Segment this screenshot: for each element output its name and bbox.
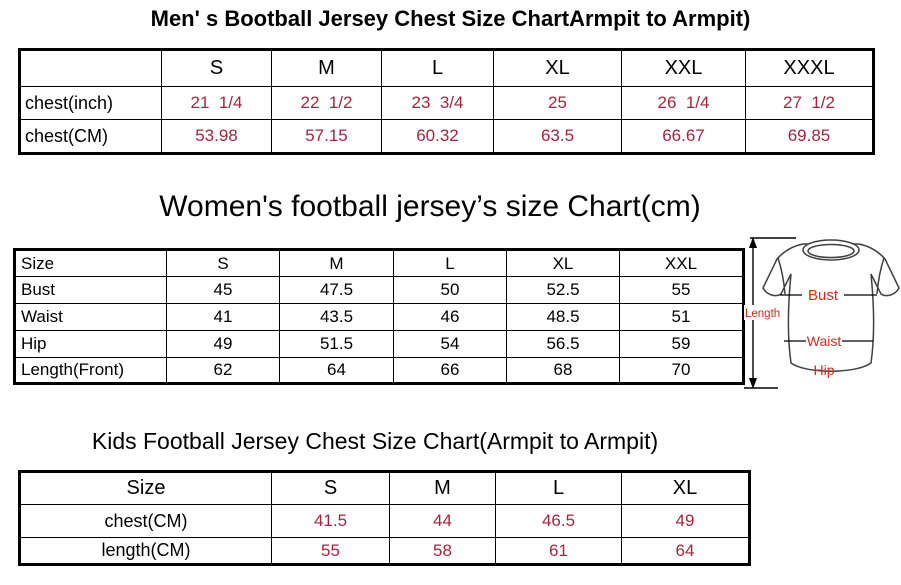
womens-header-row: Size S M L XL XXL (14, 249, 744, 277)
cell-value: 53.98 (161, 119, 272, 154)
cell-value: 27 1/2 (745, 86, 874, 120)
cell-value: 51 (619, 303, 744, 331)
collar-outer (802, 239, 860, 261)
womens-col-header-m: M (279, 249, 394, 277)
cell-value: 46 (393, 303, 507, 331)
kids-row-length-cm: length(CM) 55 58 61 64 (19, 537, 750, 565)
cell-value: 41.5 (271, 504, 390, 538)
hip-label: Hip (813, 362, 834, 378)
kids-col-header-m: M (389, 471, 496, 505)
kids-col-header-size: Size (19, 471, 272, 505)
row-label: Bust (14, 276, 167, 304)
cell-value: 45 (166, 276, 280, 304)
cell-value: 62 (166, 357, 280, 384)
kids-row-chest-cm: chest(CM) 41.5 44 46.5 49 (19, 504, 750, 538)
cell-value: 68 (506, 357, 620, 384)
kids-chart-title: Kids Football Jersey Chest Size Chart(Ar… (91, 428, 659, 454)
womens-col-header-size: Size (14, 249, 167, 277)
womens-col-header-s: S (166, 249, 280, 277)
cell-value: 49 (621, 504, 750, 538)
cell-value: 54 (393, 330, 507, 358)
cell-value: 55 (619, 276, 744, 304)
kids-header-row: Size S M L XL (19, 471, 750, 505)
womens-row-hip: Hip 49 51.5 54 56.5 59 (14, 330, 744, 358)
collar-inner (807, 243, 855, 259)
cell-value: 26 1/4 (621, 86, 746, 120)
mens-col-header-l: L (381, 49, 494, 87)
cell-value: 60.32 (381, 119, 494, 154)
arrowhead-down-icon (749, 378, 757, 389)
mens-col-header-m: M (271, 49, 382, 87)
cell-value: 66.67 (621, 119, 746, 154)
cell-value: 61 (495, 537, 622, 565)
cell-value: 21 1/4 (161, 86, 272, 120)
cell-value: 23 3/4 (381, 86, 494, 120)
womens-col-header-l: L (393, 249, 507, 277)
row-label: length(CM) (19, 537, 272, 565)
cell-value: 52.5 (506, 276, 620, 304)
mens-col-header-xxxl: XXXL (745, 49, 874, 87)
cell-value: 41 (166, 303, 280, 331)
womens-col-header-xl: XL (506, 249, 620, 277)
length-label-bg (744, 305, 784, 320)
tshirt-outline (762, 239, 900, 372)
row-label: chest(CM) (19, 504, 272, 538)
cell-value: 43.5 (279, 303, 394, 331)
womens-row-bust: Bust 45 47.5 50 52.5 55 (14, 276, 744, 304)
measurement-lines (780, 294, 877, 342)
sleeve-seam-right (876, 257, 885, 295)
womens-chart-title: Women's football jersey’s size Chart(cm) (159, 190, 701, 223)
cell-value: 49 (166, 330, 280, 358)
cell-value: 56.5 (506, 330, 620, 358)
womens-row-waist: Waist 41 43.5 46 48.5 51 (14, 303, 744, 331)
cell-value: 22 1/2 (271, 86, 382, 120)
mens-size-table: S M L XL XXL XXXL chest(inch) 21 1/4 22 … (18, 48, 875, 155)
cell-value: 25 (493, 86, 622, 120)
cell-value: 63.5 (493, 119, 622, 154)
womens-col-header-xxl: XXL (619, 249, 744, 277)
mens-col-header-xl: XL (493, 49, 622, 87)
womens-row-length-front: Length(Front) 62 64 66 68 70 (14, 357, 744, 384)
cell-value: 44 (389, 504, 496, 538)
length-label: Length (745, 308, 780, 320)
row-label: chest(CM) (19, 119, 162, 154)
kids-col-header-l: L (495, 471, 622, 505)
cell-value: 55 (271, 537, 390, 565)
sleeve-seam-left (777, 257, 786, 295)
row-label: Hip (14, 330, 167, 358)
cell-value: 47.5 (279, 276, 394, 304)
kids-size-table: Size S M L XL chest(CM) 41.5 44 46.5 49 … (18, 470, 751, 566)
tshirt-measurement-diagram: Length Bust Waist Hip (744, 237, 900, 389)
bust-label: Bust (808, 287, 839, 304)
mens-col-header-s: S (161, 49, 272, 87)
cell-value: 66 (393, 357, 507, 384)
arrowhead-up-icon (749, 237, 757, 248)
row-label: Length(Front) (14, 357, 167, 384)
row-label: chest(inch) (19, 86, 162, 120)
cell-value: 70 (619, 357, 744, 384)
cell-value: 64 (621, 537, 750, 565)
mens-chart-title: Men' s Bootball Jersey Chest Size ChartA… (150, 6, 751, 31)
mens-col-header-empty (19, 49, 162, 87)
mens-row-chest-cm: chest(CM) 53.98 57.15 60.32 63.5 66.67 6… (19, 119, 874, 154)
mens-col-header-xxl: XXL (621, 49, 746, 87)
cell-value: 59 (619, 330, 744, 358)
waist-label: Waist (807, 333, 842, 349)
kids-col-header-xl: XL (621, 471, 750, 505)
cell-value: 50 (393, 276, 507, 304)
cell-value: 64 (279, 357, 394, 384)
kids-col-header-s: S (271, 471, 390, 505)
cell-value: 58 (389, 537, 496, 565)
mens-header-row: S M L XL XXL XXXL (19, 49, 874, 87)
cell-value: 57.15 (271, 119, 382, 154)
womens-size-table: Size S M L XL XXL Bust 45 47.5 50 52.5 5… (13, 248, 745, 385)
mens-row-chest-inch: chest(inch) 21 1/4 22 1/2 23 3/4 25 26 1… (19, 86, 874, 120)
cell-value: 69.85 (745, 119, 874, 154)
cell-value: 51.5 (279, 330, 394, 358)
row-label: Waist (14, 303, 167, 331)
cell-value: 46.5 (495, 504, 622, 538)
cell-value: 48.5 (506, 303, 620, 331)
